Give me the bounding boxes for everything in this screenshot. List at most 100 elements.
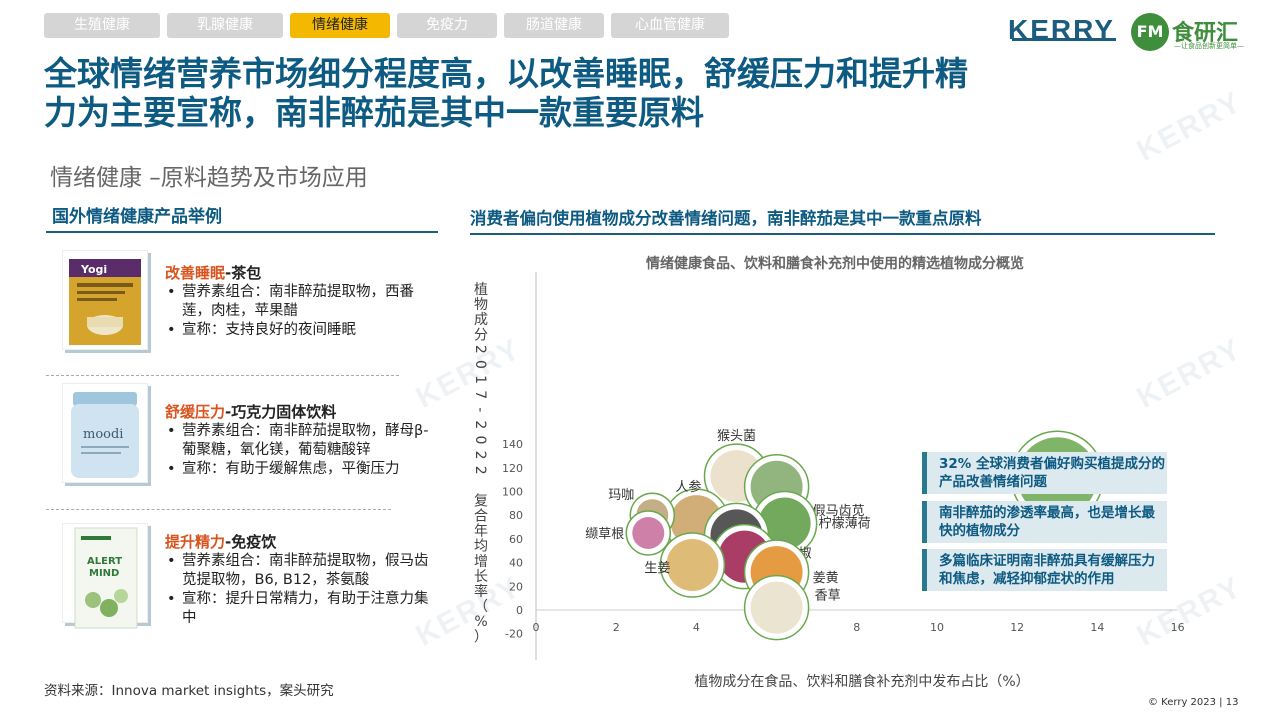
y-axis-label-char: 物 xyxy=(474,297,488,313)
kerry-logo-underline xyxy=(1012,38,1116,41)
list-item: 宣称：支持良好的夜间睡眠 xyxy=(165,321,435,340)
bubble xyxy=(710,509,763,562)
bubble-ring xyxy=(663,488,730,554)
shiyan-logo-text: 食研汇 xyxy=(1172,21,1239,46)
y-axis-label-char: 增 xyxy=(474,554,488,570)
list-item: 宣称：有助于缓解焦虑，平衡压力 xyxy=(165,460,435,479)
product-image-moodi: moodi xyxy=(62,383,148,483)
callout-clinical-evidence: 多篇临床证明南非醉茄具有缓解压力和焦虑，减轻抑郁症状的作用 xyxy=(922,549,1167,591)
bubble-ring xyxy=(751,490,818,557)
product-image-yogi-tea: Yogi xyxy=(62,250,148,350)
x-tick-label: 12 xyxy=(1010,621,1024,634)
x-tick-label: 10 xyxy=(930,621,944,634)
x-tick-label: 0 xyxy=(533,621,540,634)
tea-box-icon: Yogi xyxy=(69,259,141,345)
bubble xyxy=(710,450,763,503)
y-tick-label: -20 xyxy=(505,628,523,641)
x-axis-label: 植物成分在食品、饮料和膳食补充剂中发布占比（%） xyxy=(694,673,1029,690)
product-benefit: 舒缓压力 xyxy=(165,403,226,421)
page-subtitle: 情绪健康 –原料趋势及市场应用 xyxy=(50,165,368,191)
bubble-label: 缬草根 xyxy=(585,527,624,542)
kerry-watermark: KERRY xyxy=(1131,85,1248,168)
product-title: 改善睡眠-茶包 xyxy=(165,264,435,283)
bubble-label: 猴头菌 xyxy=(717,429,756,444)
product-image-alert-mind: ALERT MIND xyxy=(62,523,148,629)
tab-emotional-health[interactable]: 情绪健康 xyxy=(290,13,390,38)
bubble-label: 黑胡椒 xyxy=(773,546,812,561)
bubble-ring xyxy=(625,510,672,556)
product-card-sleep: 改善睡眠-茶包 营养素组合：南非醉茄提取物，西番莲，肉桂，苹果醋 宣称：支持良好… xyxy=(165,264,435,340)
y-axis-label-char: 成 xyxy=(474,312,488,328)
product-benefit: 提升精力 xyxy=(165,533,226,551)
tab-immunity[interactable]: 免疫力 xyxy=(397,13,497,38)
list-item: 营养素组合：南非醉茄提取物，假马齿苋提取物，B6, B12，茶氨酸 xyxy=(165,552,435,590)
copyright: © Kerry 2023 | 13 xyxy=(1148,697,1239,708)
bubble xyxy=(750,581,803,634)
kerry-logo: KERRY xyxy=(1008,14,1115,45)
y-axis-label-char: 2 xyxy=(472,466,488,475)
bubble-ring xyxy=(659,532,726,598)
y-tick-label: 140 xyxy=(502,438,523,451)
page-title-line-1: 全球情绪营养市场细分程度高，以改善睡眠，舒缓压力和提升精 xyxy=(44,54,968,93)
product-format: -巧克力固体饮料 xyxy=(225,403,337,421)
bubble-ring xyxy=(743,574,810,641)
svg-text:Yogi: Yogi xyxy=(80,263,107,276)
tab-gut-health[interactable]: 肠道健康 xyxy=(504,13,604,38)
product-bullets: 营养素组合：南非醉茄提取物，酵母β-葡聚糖，氧化镁，葡萄糖酸锌 宣称：有助于缓解… xyxy=(165,422,435,479)
y-axis-label-char: 分 xyxy=(474,327,488,343)
product-bullets: 营养素组合：南非醉茄提取物，西番莲，肉桂，苹果醋 宣称：支持良好的夜间睡眠 xyxy=(165,283,435,340)
y-axis-label-char: 0 xyxy=(472,436,488,445)
product-card-stress: 舒缓压力-巧克力固体饮料 营养素组合：南非醉茄提取物，酵母β-葡聚糖，氧化镁，葡… xyxy=(165,403,435,479)
bubble-label: 姜黄 xyxy=(813,571,839,586)
svg-text:MIND: MIND xyxy=(89,568,119,579)
x-tick-label: 14 xyxy=(1090,621,1104,634)
x-tick-label: 4 xyxy=(693,621,700,634)
page-title: 全球情绪营养市场细分程度高，以改善睡眠，舒缓压力和提升精 力为主要宣称，南非醉茄… xyxy=(44,54,1144,132)
y-axis-label-char: ） xyxy=(474,629,488,645)
bubble xyxy=(670,495,723,548)
bubble-ring xyxy=(711,523,778,590)
right-section-title: 消费者偏向使用植物成分改善情绪问题，南非醉茄是其中一款重点原料 xyxy=(470,209,982,228)
bubble xyxy=(632,516,665,549)
product-format: -茶包 xyxy=(225,264,262,282)
bubble-ring xyxy=(703,443,770,509)
bubble-ring xyxy=(629,492,676,538)
bubble-label: 假马齿苋 xyxy=(813,504,865,519)
tab-reproductive-health[interactable]: 生殖健康 xyxy=(44,13,160,38)
right-section-divider xyxy=(470,233,1215,235)
y-tick-label: 40 xyxy=(509,557,523,570)
product-title: 舒缓压力-巧克力固体饮料 xyxy=(165,403,435,422)
y-axis-label-char: 2 xyxy=(472,420,488,429)
bubble-label: 甜菜根 xyxy=(763,572,802,588)
bubble-label: 柠檬薄荷 xyxy=(819,516,871,531)
y-axis-label-char: 2 xyxy=(472,451,488,460)
product-benefit: 改善睡眠 xyxy=(165,264,226,282)
bubble-ring xyxy=(743,539,810,605)
y-tick-label: 100 xyxy=(502,486,523,499)
kerry-watermark: KERRY xyxy=(410,332,527,415)
product-format: -免疫饮 xyxy=(225,533,277,551)
y-tick-label: 80 xyxy=(509,509,523,522)
bubble xyxy=(718,530,771,583)
callout-consumer-preference: 32% 全球消费者偏好购买植提成分的产品改善情绪问题 xyxy=(922,452,1167,494)
shiyan-logo-mark: FM xyxy=(1131,13,1169,51)
tab-cardiovascular-health[interactable]: 心血管健康 xyxy=(611,13,729,38)
chart-title: 情绪健康食品、饮料和膳食补充剂中使用的精选植物成分概览 xyxy=(646,255,1024,272)
x-tick-label: 8 xyxy=(853,621,860,634)
tab-breast-health[interactable]: 乳腺健康 xyxy=(167,13,283,38)
y-tick-label: 0 xyxy=(516,604,523,617)
bubble-ring xyxy=(703,502,770,569)
callout-ashwagandha-penetration: 南非醉茄的渗透率最高，也是增长最快的植物成分 xyxy=(922,501,1167,543)
bubble-label: 香草 xyxy=(815,589,841,604)
product-bullets: 营养素组合：南非醉茄提取物，假马齿苋提取物，B6, B12，茶氨酸 宣称：提升日… xyxy=(165,552,435,628)
y-axis-label-char: 复 xyxy=(474,492,488,509)
bubble xyxy=(750,546,803,599)
bubble-ring xyxy=(743,454,810,520)
product-card-energy: 提升精力-免疫饮 营养素组合：南非醉茄提取物，假马齿苋提取物，B6, B12，茶… xyxy=(165,533,435,628)
drink-box-icon: ALERT MIND xyxy=(74,527,138,629)
left-section-title: 国外情绪健康产品举例 xyxy=(52,207,222,227)
list-item: 营养素组合：南非醉茄提取物，酵母β-葡聚糖，氧化镁，葡萄糖酸锌 xyxy=(165,422,435,460)
y-axis-label-char: 植 xyxy=(474,282,488,298)
shiyan-logo-slogan: —让食品创新更简单— xyxy=(1174,42,1244,50)
list-item: 营养素组合：南非醉茄提取物，西番莲，肉桂，苹果醋 xyxy=(165,283,435,321)
